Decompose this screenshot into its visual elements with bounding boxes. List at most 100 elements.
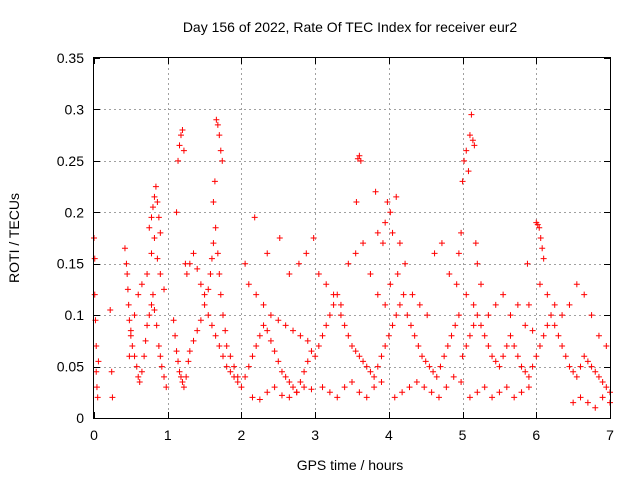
data-point [256,332,263,339]
data-point [185,358,192,365]
y-tick-label: 0.35 [57,50,84,66]
data-point [352,250,359,257]
data-point [536,281,543,288]
data-point [161,286,168,293]
data-point [461,157,468,164]
data-point [577,394,584,401]
data-point [242,373,249,380]
data-point [149,204,156,211]
data-point [371,373,378,380]
data-point [216,132,223,139]
data-point [135,373,142,380]
data-point [391,394,398,401]
x-tick-label: 2 [238,427,246,443]
y-axis-label: ROTI / TECUs [6,193,22,283]
data-point [555,332,562,339]
data-point [194,327,201,334]
data-point [599,379,606,385]
data-point [468,111,475,118]
data-point [592,404,599,411]
data-point [210,240,217,247]
data-point [437,363,444,370]
data-point [217,291,224,298]
data-point [411,332,418,339]
data-point [278,368,285,375]
data-point [337,312,344,319]
data-point [379,240,386,247]
data-point [441,353,448,360]
data-point [503,343,510,349]
data-point [474,312,481,319]
data-point [584,399,591,406]
data-point [588,363,595,370]
data-point [245,363,252,370]
data-point [507,312,514,319]
data-point [463,343,470,349]
data-point [197,281,204,288]
y-tick-label: 0.3 [65,101,85,117]
y-tick-label: 0.15 [57,256,84,272]
data-point [148,250,155,257]
data-point [448,332,455,339]
data-point [290,327,297,334]
data-point [394,271,401,277]
data-point [176,142,183,149]
data-point [474,389,481,396]
data-point [231,373,238,380]
data-point [173,348,180,355]
data-point [253,291,260,298]
data-point [453,281,460,288]
data-point [148,214,155,221]
y-tick-label: 0.2 [65,204,85,220]
data-point [304,358,311,365]
data-point [234,379,241,385]
data-point [518,363,525,370]
data-point [256,396,263,403]
data-point [293,389,300,396]
data-point [396,301,403,308]
data-point [146,224,153,231]
data-point [177,132,184,139]
data-point [301,384,308,391]
data-point [310,235,317,241]
data-point [360,240,367,247]
data-point [470,301,477,308]
data-point [372,188,379,195]
data-point [315,271,322,277]
data-point [374,229,381,236]
data-point [312,353,319,360]
data-point [216,271,223,277]
data-point [157,271,164,277]
data-point [172,332,179,339]
data-point [197,317,204,324]
data-point [249,353,256,360]
data-point [212,332,219,339]
grid-lines [94,58,610,418]
data-point [216,343,223,349]
data-point [334,394,341,401]
data-point [363,394,370,401]
data-point [426,363,433,370]
data-point [588,312,595,319]
data-point [286,379,293,385]
data-point [413,379,420,385]
data-point [161,373,168,380]
data-point [179,379,186,385]
data-point [308,386,315,393]
data-point [177,373,184,380]
data-point [151,193,158,200]
data-point [217,147,224,154]
data-point [220,312,226,319]
data-point [450,373,457,380]
data-point [458,229,465,236]
data-point [144,322,151,329]
data-point [536,343,543,349]
data-point [478,322,484,329]
data-point [149,291,156,298]
data-point [131,353,138,360]
data-point [431,250,438,257]
data-point [581,291,588,298]
data-point [419,353,426,360]
y-tick-label: 0 [76,410,84,426]
data-point [151,235,158,241]
